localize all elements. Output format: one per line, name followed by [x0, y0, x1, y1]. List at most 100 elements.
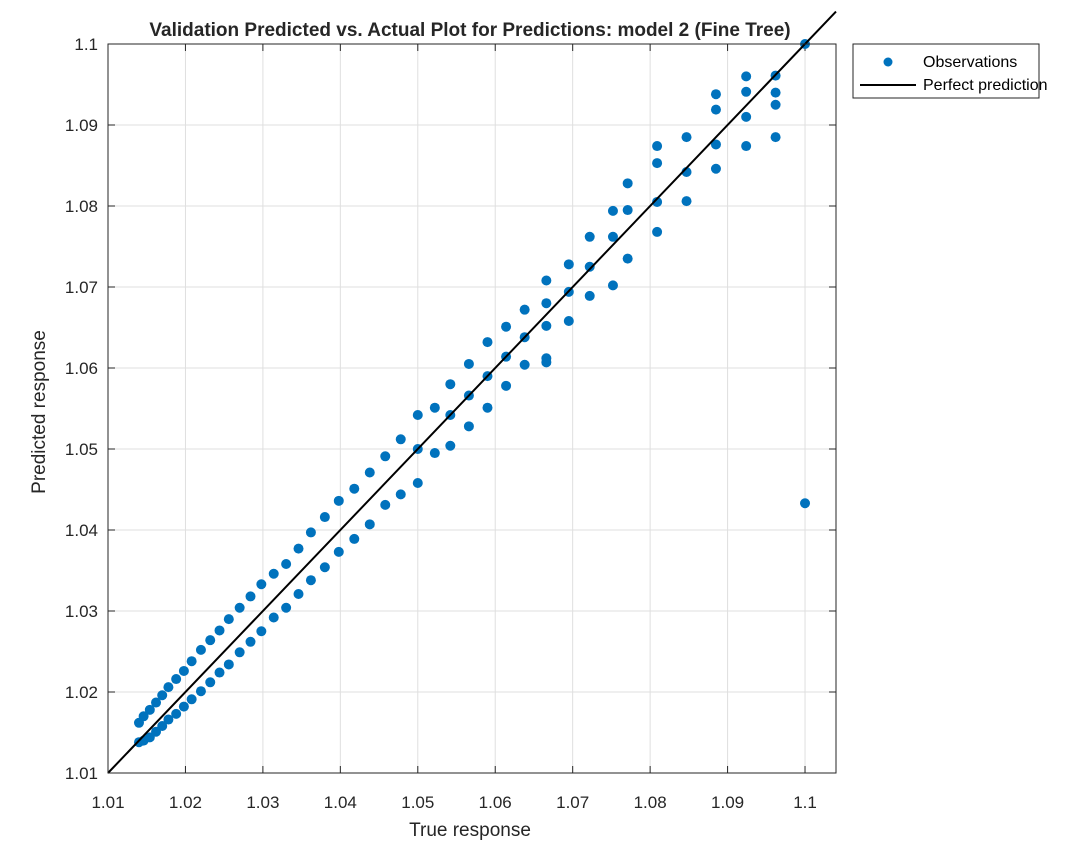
axes: 1.01 1.02 1.03 1.04 1.05 1.06 1.07 1.08 1.09 1.1 …: [65, 10, 837, 812]
observation-point: [293, 588, 304, 599]
observation-point: [463, 421, 474, 432]
y-tick-label: 1.09: [65, 116, 98, 135]
observation-point: [171, 674, 182, 685]
y-tick-label: 1.03: [65, 602, 98, 621]
observation-point: [205, 677, 216, 688]
observation-point: [482, 337, 493, 348]
observation-point: [245, 636, 256, 647]
observation-point: [710, 89, 721, 100]
observation-point: [333, 495, 344, 506]
observation-point: [519, 304, 530, 315]
observation-point: [333, 546, 344, 557]
x-tick-label: 1.05: [401, 793, 434, 812]
observation-point: [652, 226, 663, 237]
observation-point: [171, 708, 182, 719]
observation-point: [652, 158, 663, 169]
observation-point: [349, 533, 360, 544]
plot-border: [107, 43, 837, 774]
observation-point: [584, 290, 595, 301]
observation-point: [563, 316, 574, 327]
observation-point: [501, 321, 512, 332]
x-tick-label: 1.09: [711, 793, 744, 812]
observation-point: [652, 141, 663, 152]
observation-point: [151, 697, 162, 708]
observation-point: [214, 667, 225, 678]
y-tick-label: 1.06: [65, 359, 98, 378]
observation-point: [584, 231, 595, 242]
observation-point: [584, 261, 595, 272]
y-tick-label: 1.01: [65, 764, 98, 783]
observation-point: [133, 737, 144, 748]
observation-point: [541, 298, 552, 309]
observation-point: [305, 527, 316, 538]
observation-point: [622, 178, 633, 189]
y-tick-label: 1.08: [65, 197, 98, 216]
y-tick-label: 1.02: [65, 683, 98, 702]
y-tick-label: 1.04: [65, 521, 98, 540]
observation-point: [293, 543, 304, 554]
chart-title: Validation Predicted vs. Actual Plot for…: [149, 20, 790, 41]
observation-point: [395, 434, 406, 445]
observation-point: [256, 579, 267, 590]
observation-point: [395, 489, 406, 500]
observation-point: [214, 625, 225, 636]
y-tick-label: 1.05: [65, 440, 98, 459]
observation-point: [268, 568, 279, 579]
x-tick-label: 1.02: [169, 793, 202, 812]
legend-perfect-prediction-label: Perfect prediction: [923, 77, 1048, 94]
y-axis-label: Predicted response: [29, 330, 50, 494]
observation-point: [710, 104, 721, 115]
x-axis-ticks: 1.01 1.02 1.03 1.04 1.05 1.06 1.07 1.08 1.09 1.1: [91, 44, 817, 812]
observation-point: [205, 635, 216, 646]
observation-point: [305, 575, 316, 586]
observation-point: [429, 448, 440, 459]
observation-point: [364, 467, 375, 478]
observation-point: [563, 259, 574, 270]
observation-point: [770, 132, 781, 143]
observation-point: [234, 602, 245, 613]
observation-point: [770, 87, 781, 98]
observations-series: [133, 39, 811, 748]
y-tick-label: 1.1: [74, 35, 98, 54]
y-axis-ticks: 1.01 1.02 1.03 1.04 1.05 1.06 1.07 1.08 1.09 1.1: [65, 35, 836, 783]
observation-point: [741, 141, 752, 152]
observation-point: [652, 196, 663, 207]
observation-point: [622, 253, 633, 264]
observation-point: [234, 647, 245, 658]
observation-point: [710, 163, 721, 174]
observation-point: [195, 644, 206, 655]
observation-point: [445, 379, 456, 390]
observation-point: [541, 320, 552, 331]
perfect-prediction-series: [107, 10, 837, 774]
observation-point: [319, 512, 330, 523]
observation-point: [607, 231, 618, 242]
x-tick-label: 1.01: [91, 793, 124, 812]
observation-point: [380, 451, 391, 462]
observation-point: [281, 602, 292, 613]
observation-point: [681, 196, 692, 207]
observation-point: [741, 86, 752, 97]
observation-point: [681, 132, 692, 143]
observation-point: [380, 499, 391, 510]
legend-observations-marker: [883, 57, 893, 67]
x-tick-label: 1.06: [479, 793, 512, 812]
observation-point: [519, 359, 530, 370]
observation-point: [178, 665, 189, 676]
observation-point: [412, 409, 423, 420]
observation-point: [195, 686, 206, 697]
x-tick-label: 1.04: [324, 793, 357, 812]
observation-point: [133, 717, 144, 728]
observation-point: [501, 380, 512, 391]
observation-point: [319, 562, 330, 573]
observation-point: [482, 402, 493, 413]
observation-point: [268, 612, 279, 623]
observation-point: [607, 280, 618, 291]
observation-point: [770, 99, 781, 110]
observation-point: [445, 440, 456, 451]
observation-point: [364, 519, 375, 530]
observation-point: [223, 659, 234, 670]
observation-point: [281, 559, 292, 570]
observation-point: [144, 704, 155, 715]
legend-observations-label: Observations: [923, 54, 1017, 71]
observation-point: [541, 275, 552, 286]
